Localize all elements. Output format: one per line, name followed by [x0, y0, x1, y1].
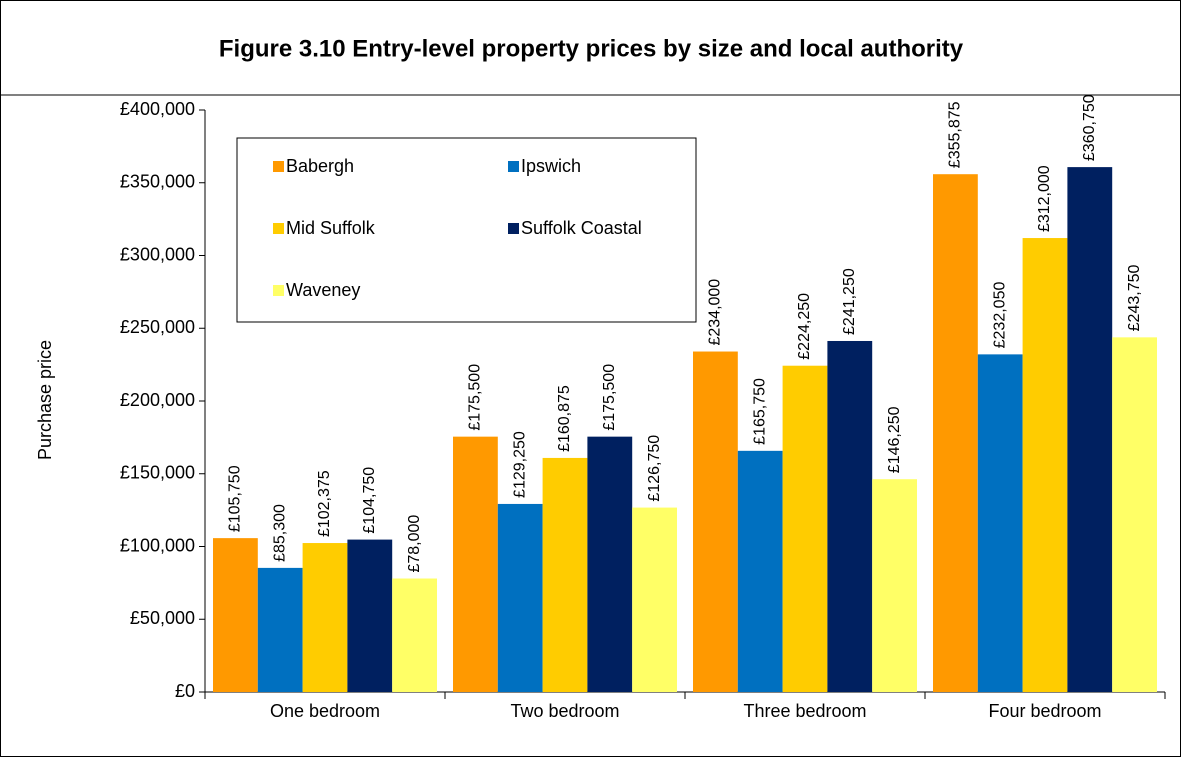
- bar: [453, 436, 498, 692]
- y-tick-label: £150,000: [120, 463, 195, 483]
- y-axis-label: Purchase price: [35, 340, 55, 460]
- bar: [257, 567, 303, 692]
- x-tick-label: Three bedroom: [743, 701, 866, 721]
- bar: [632, 507, 677, 692]
- legend-label: Waveney: [286, 280, 360, 300]
- y-tick-label: £0: [175, 681, 195, 701]
- data-label: £224,250: [796, 293, 813, 360]
- data-label: £102,375: [316, 470, 333, 537]
- data-label: £105,750: [227, 465, 244, 532]
- bar: [1022, 238, 1068, 693]
- data-label: £360,750: [1081, 94, 1098, 161]
- legend-box: [236, 137, 697, 323]
- x-tick-label: One bedroom: [270, 701, 380, 721]
- bar: [213, 538, 258, 692]
- data-label: £78,000: [406, 515, 423, 573]
- bar: [827, 340, 873, 692]
- data-label: £232,050: [991, 282, 1008, 349]
- x-tick-label: Two bedroom: [510, 701, 619, 721]
- legend-swatch: [508, 161, 519, 172]
- data-label: £129,250: [511, 431, 528, 498]
- legend-swatch: [273, 285, 284, 296]
- bar: [347, 539, 393, 692]
- data-label: £104,750: [361, 467, 378, 534]
- data-label: £243,750: [1126, 265, 1143, 332]
- bar: [693, 351, 738, 692]
- data-label: £165,750: [751, 378, 768, 445]
- legend-label: Babergh: [286, 156, 354, 176]
- y-tick-label: £300,000: [120, 244, 195, 264]
- legend-swatch: [273, 223, 284, 234]
- bar: [1112, 337, 1157, 692]
- data-label: £355,875: [947, 101, 964, 168]
- legend-label: Suffolk Coastal: [521, 218, 642, 238]
- y-tick-label: £250,000: [120, 317, 195, 337]
- bar: [542, 457, 588, 692]
- bar: [872, 479, 917, 692]
- legend-swatch: [273, 161, 284, 172]
- y-tick-label: £200,000: [120, 390, 195, 410]
- data-label: £234,000: [707, 279, 724, 346]
- y-tick-label: £400,000: [120, 99, 195, 119]
- bar: [933, 174, 978, 692]
- data-label: £85,300: [271, 504, 288, 562]
- x-tick-label: Four bedroom: [988, 701, 1101, 721]
- legend-swatch: [508, 223, 519, 234]
- legend-label: Mid Suffolk: [286, 218, 376, 238]
- data-label: £175,500: [601, 364, 618, 431]
- data-label: £146,250: [886, 406, 903, 473]
- bar: [302, 543, 348, 692]
- bar: [977, 354, 1023, 692]
- bar: [782, 365, 828, 692]
- bar: [497, 503, 543, 692]
- data-label: £160,875: [556, 385, 573, 452]
- bar: [392, 578, 437, 692]
- data-label: £241,250: [841, 268, 858, 335]
- y-tick-label: £350,000: [120, 172, 195, 192]
- bar: [737, 450, 783, 692]
- data-label: £175,500: [467, 364, 484, 431]
- data-label: £126,750: [646, 435, 663, 502]
- bar: [587, 436, 633, 692]
- bar: [1067, 167, 1113, 692]
- data-label: £312,000: [1036, 165, 1053, 232]
- y-tick-label: £50,000: [130, 608, 195, 628]
- chart-title: Figure 3.10 Entry-level property prices …: [219, 35, 964, 62]
- legend-label: Ipswich: [521, 156, 581, 176]
- y-tick-label: £100,000: [120, 535, 195, 555]
